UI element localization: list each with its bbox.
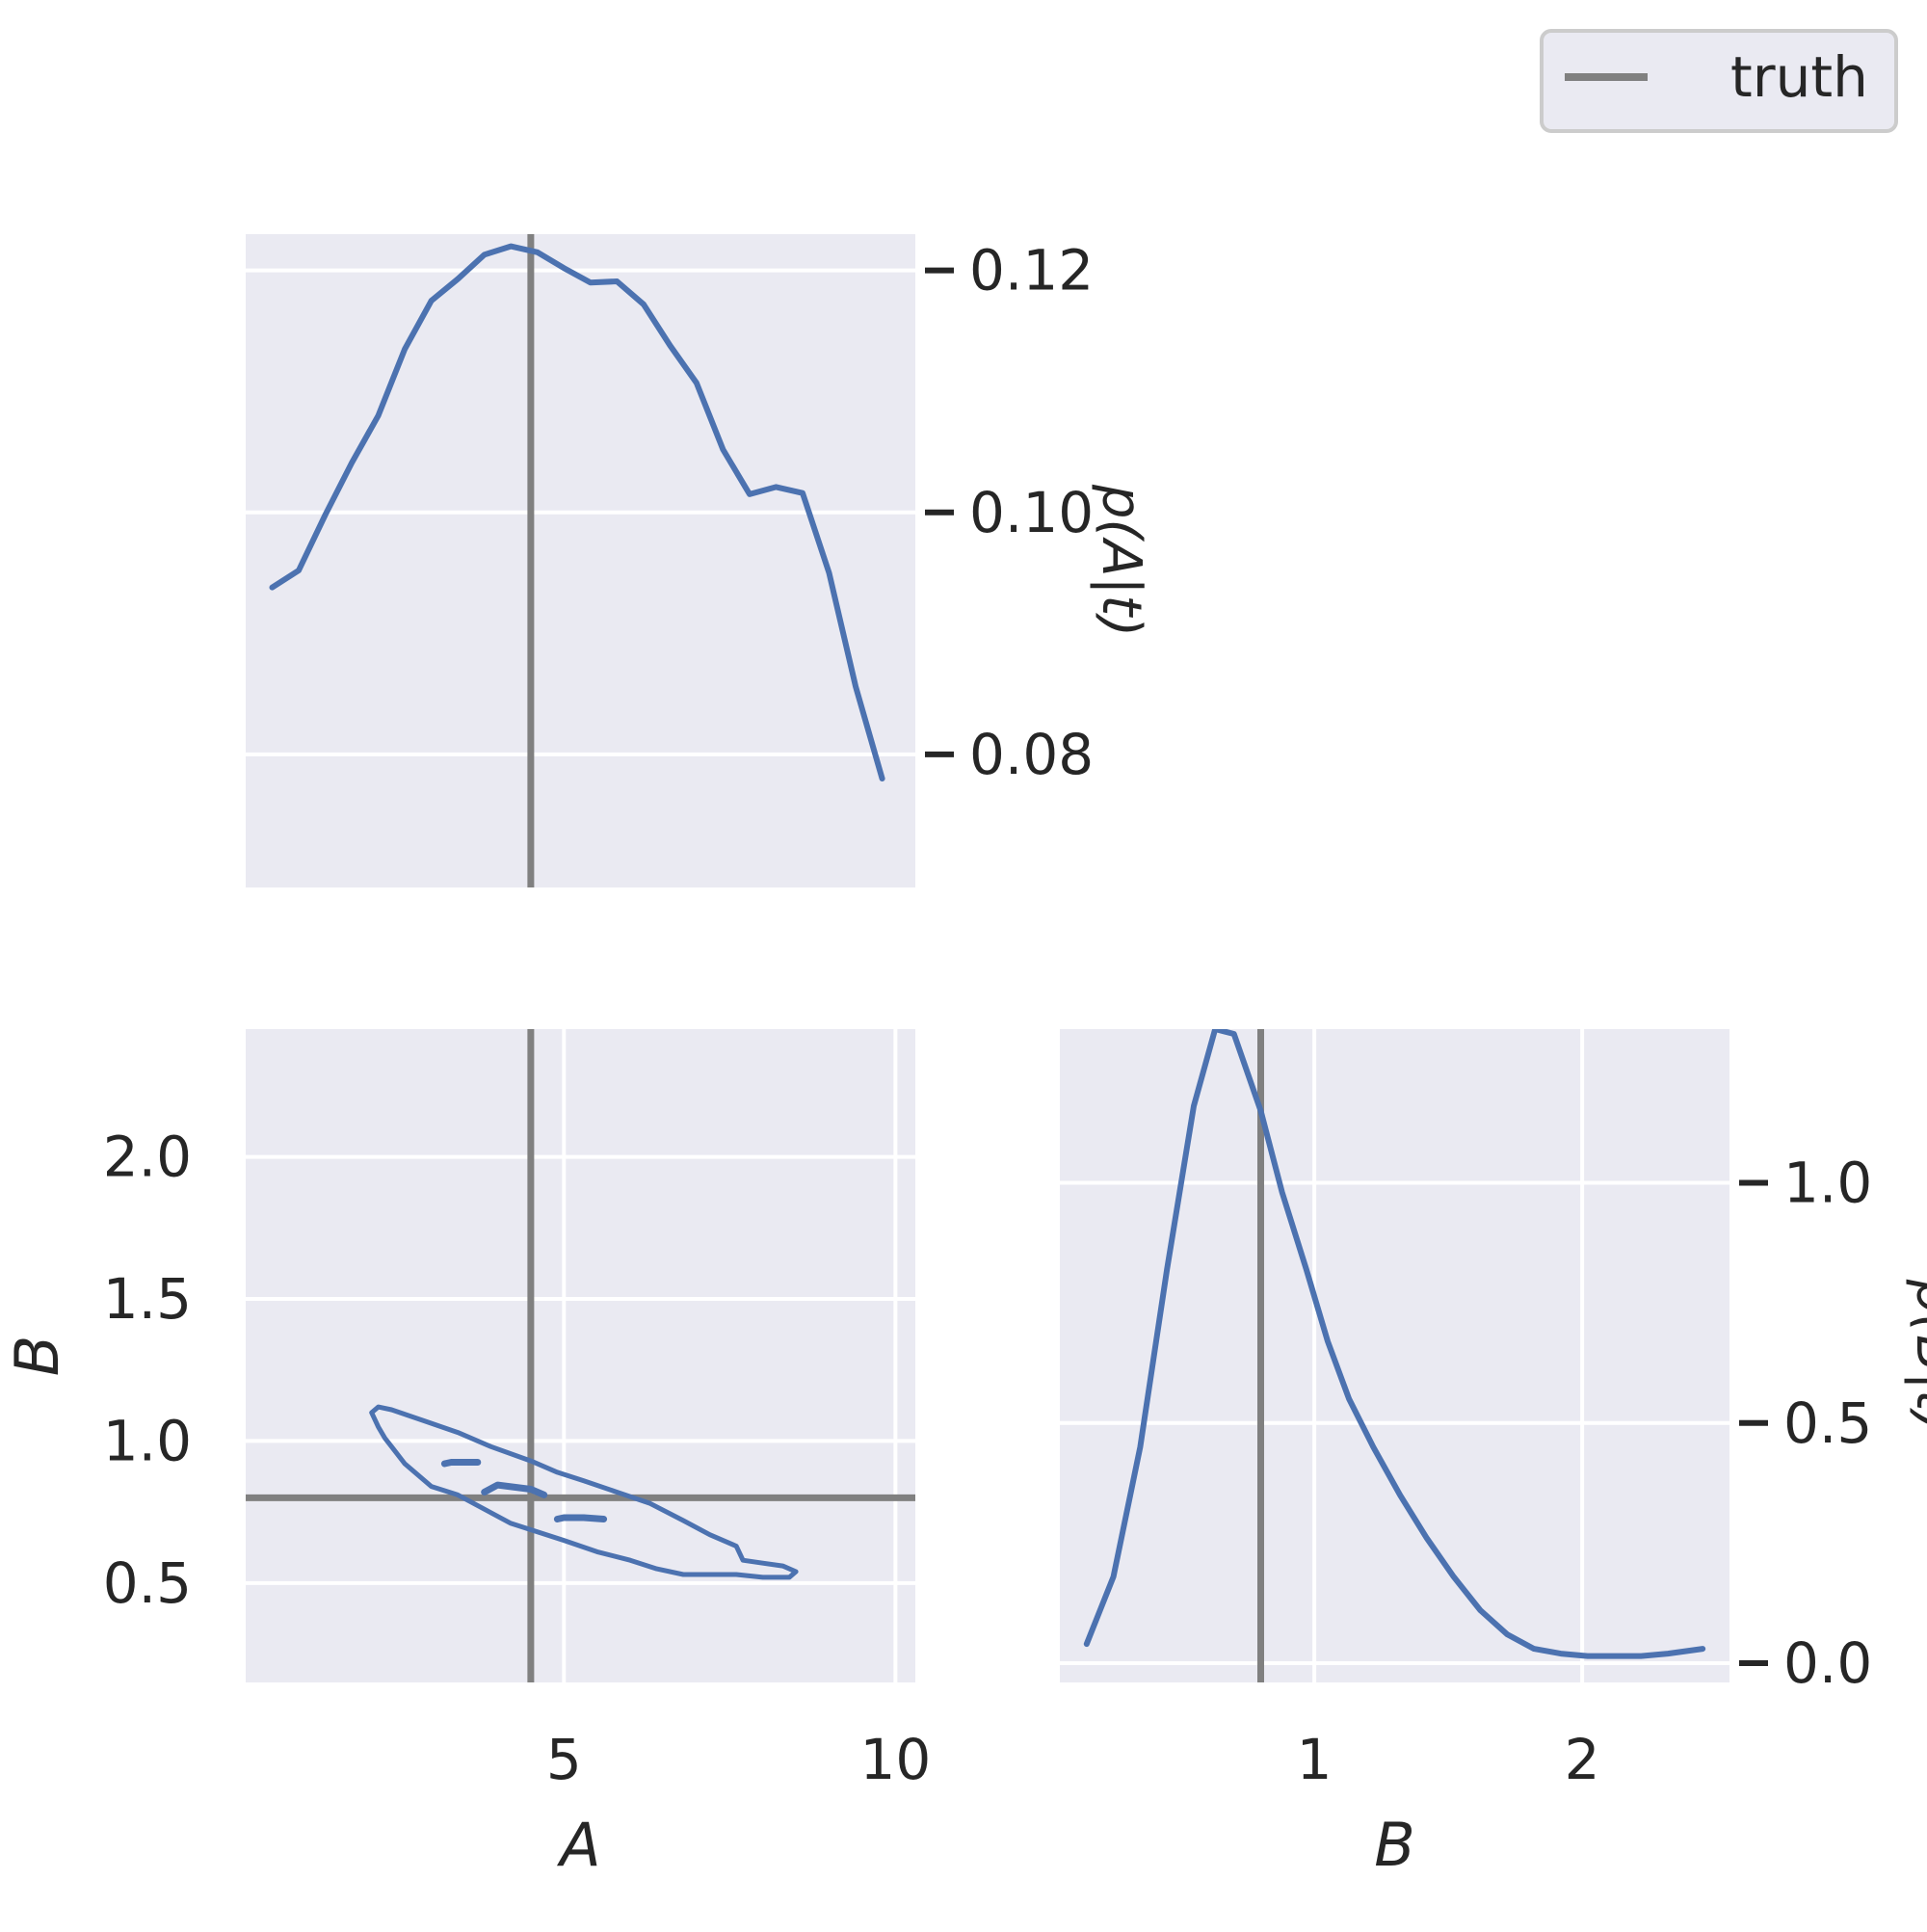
y-tick-label: 0.5 bbox=[103, 1550, 192, 1616]
x-tick-label: 2 bbox=[1565, 1727, 1600, 1792]
legend: truth bbox=[1540, 29, 1898, 133]
y-tick-label: 2.0 bbox=[103, 1125, 192, 1190]
panel-data bbox=[269, 234, 885, 887]
panel-data bbox=[246, 1029, 915, 1682]
x-tick-label: 1 bbox=[1297, 1727, 1333, 1792]
y-tick-label: 0.12 bbox=[969, 238, 1094, 304]
y-tick-label: 1.5 bbox=[103, 1266, 192, 1332]
panel-bottom-left: 0.5 1.0 1.5 2.0 5 10 A B bbox=[2, 1029, 931, 1880]
panel-data bbox=[1083, 1029, 1706, 1682]
y-tick-label: 0.10 bbox=[969, 480, 1094, 545]
x-tick-label: 5 bbox=[546, 1727, 582, 1792]
contour-inner bbox=[481, 1481, 548, 1498]
y-axis-label: B bbox=[2, 1336, 72, 1377]
x-axis-label: B bbox=[1374, 1810, 1415, 1880]
y-tick-label: 1.0 bbox=[103, 1408, 192, 1473]
x-tick-label: 10 bbox=[859, 1727, 931, 1792]
y-tick-label: 0.0 bbox=[1783, 1630, 1872, 1696]
panel-background bbox=[246, 1029, 915, 1682]
panel-top-left: 0.08 0.10 0.12 p(A|t) bbox=[246, 234, 1152, 887]
y-tick-label: 0.5 bbox=[1783, 1390, 1872, 1456]
panel-background bbox=[246, 234, 915, 887]
legend-label: truth bbox=[1730, 44, 1868, 110]
legend-box bbox=[1540, 29, 1898, 133]
posterior-line bbox=[1083, 1029, 1706, 1659]
y-axis-label: p(A|t) bbox=[1090, 484, 1152, 637]
y-axis-label: p(B|t) bbox=[1904, 1279, 1927, 1432]
contour-inner bbox=[440, 1459, 482, 1468]
contour-inner bbox=[553, 1514, 608, 1522]
posterior-line bbox=[269, 243, 885, 781]
contour-outer bbox=[369, 1404, 799, 1580]
y-tick-label: 1.0 bbox=[1783, 1151, 1872, 1216]
x-axis-label: A bbox=[556, 1810, 600, 1880]
y-tick-label: 0.08 bbox=[969, 722, 1094, 787]
panel-bottom-right: 0.0 0.5 1.0 1 2 Bp(B|t) bbox=[1060, 1029, 1927, 1880]
panel-background bbox=[1060, 1029, 1729, 1682]
